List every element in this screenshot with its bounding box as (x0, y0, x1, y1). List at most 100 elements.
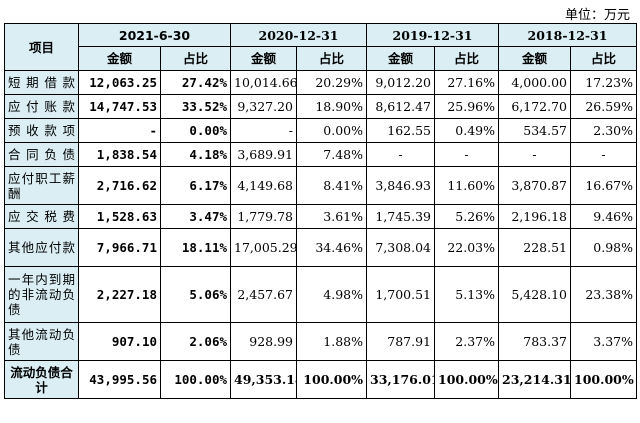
total-ratio-cell: 100.00% (570, 360, 638, 399)
amount-cell: 2,716.62 (78, 166, 161, 205)
table-row: 一年内到期的非流动负债 2,227.18 5.06% 2,457.67 4.98… (4, 266, 638, 323)
ratio-cell: - (570, 142, 638, 167)
ratio-cell: 17.23% (570, 70, 638, 95)
ratio-cell: 34.46% (296, 228, 368, 267)
amount-cell: 3,689.91 (230, 142, 298, 167)
header-amount: 金额 (366, 46, 436, 71)
row-label: 应付账款 (4, 94, 79, 119)
amount-cell: 928.99 (230, 322, 298, 361)
amount-cell: 2,227.18 (78, 266, 161, 323)
ratio-cell: 7.48% (296, 142, 368, 167)
total-label: 流动负债合计 (4, 360, 79, 399)
amount-cell: 3,870.87 (498, 166, 572, 205)
amount-cell: 787.91 (366, 322, 436, 361)
header-period: 2019-12-31 (366, 23, 500, 47)
amount-cell: 10,014.66 (230, 70, 298, 95)
header-ratio: 占比 (296, 46, 368, 71)
amount-cell: 4,000.00 (498, 70, 572, 95)
header-ratio: 占比 (159, 46, 232, 71)
amount-cell: 1,838.54 (78, 142, 161, 167)
ratio-cell: 3.47% (159, 204, 232, 229)
header-period: 2021-6-30 (77, 23, 232, 47)
amount-cell: 534.57 (498, 118, 572, 143)
total-amount-cell: 33,176.01 (366, 360, 436, 399)
amount-cell: 2,457.67 (230, 266, 298, 323)
header-period: 2018-12-31 (498, 23, 638, 47)
table-row: 短期借款 12,063.25 27.42% 10,014.66 20.29% 9… (4, 70, 638, 95)
amount-cell: 8,612.47 (366, 94, 436, 119)
table-row: 应付账款 14,747.53 33.52% 9,327.20 18.90% 8,… (4, 94, 638, 119)
amount-cell: 228.51 (498, 228, 572, 267)
total-row: 流动负债合计 43,995.56 100.00% 49,353.18 100.0… (4, 360, 638, 399)
table-row: 其他应付款 7,966.71 18.11% 17,005.29 34.46% 7… (4, 228, 638, 267)
ratio-cell: 6.17% (159, 166, 232, 205)
header-period: 2020-12-31 (230, 23, 368, 47)
ratio-cell: 1.88% (296, 322, 368, 361)
ratio-cell: 27.16% (434, 70, 500, 95)
table-row: 应交税费 1,528.63 3.47% 1,779.78 3.61% 1,745… (4, 204, 638, 229)
table-row: 合同负债 1,838.54 4.18% 3,689.91 7.48% - - -… (4, 142, 638, 167)
ratio-cell: 3.61% (296, 204, 368, 229)
ratio-cell: 9.46% (570, 204, 638, 229)
ratio-cell: 3.37% (570, 322, 638, 361)
header-ratio: 占比 (434, 46, 500, 71)
ratio-cell: 27.42% (159, 70, 232, 95)
ratio-cell: 2.30% (570, 118, 638, 143)
amount-cell: 6,172.70 (498, 94, 572, 119)
amount-cell: 5,428.10 (498, 266, 572, 323)
ratio-cell: 4.18% (159, 142, 232, 167)
row-label: 应交税费 (4, 204, 79, 229)
amount-cell: 1,528.63 (78, 204, 161, 229)
ratio-cell: 0.00% (296, 118, 368, 143)
unit-note: 单位：万元 (564, 8, 630, 23)
row-label: 其他应付款 (4, 228, 79, 267)
ratio-cell: 8.41% (296, 166, 368, 205)
amount-cell: - (230, 118, 298, 143)
ratio-cell: 2.37% (434, 322, 500, 361)
row-label: 合同负债 (4, 142, 79, 167)
table-row: 其他流动负债 907.10 2.06% 928.99 1.88% 787.91 … (4, 322, 638, 361)
amount-cell: 783.37 (498, 322, 572, 361)
table-row: 应付职工薪酬 2,716.62 6.17% 4,149.68 8.41% 3,8… (4, 166, 638, 205)
amount-cell: 12,063.25 (78, 70, 161, 95)
ratio-cell: 16.67% (570, 166, 638, 205)
amount-cell: 7,966.71 (78, 228, 161, 267)
header-row-subcols: 金额 占比 金额 占比 金额 占比 金额 占比 (5, 46, 638, 71)
amount-cell: 162.55 (366, 118, 436, 143)
ratio-cell: 2.06% (159, 322, 232, 361)
row-label: 短期借款 (4, 70, 79, 95)
ratio-cell: - (434, 142, 500, 167)
amount-cell: 1,779.78 (230, 204, 298, 229)
row-label: 其他流动负债 (4, 322, 79, 361)
ratio-cell: 33.52% (159, 94, 232, 119)
total-ratio-cell: 100.00% (296, 360, 368, 399)
ratio-cell: 26.59% (570, 94, 638, 119)
ratio-cell: 5.06% (159, 266, 232, 323)
amount-cell: - (498, 142, 572, 167)
total-amount-cell: 43,995.56 (78, 360, 161, 399)
total-ratio-cell: 100.00% (159, 360, 232, 399)
ratio-cell: 25.96% (434, 94, 500, 119)
total-amount-cell: 23,214.31 (498, 360, 572, 399)
amount-cell: 907.10 (78, 322, 161, 361)
ratio-cell: 0.49% (434, 118, 500, 143)
total-ratio-cell: 100.00% (434, 360, 500, 399)
amount-cell: 17,005.29 (230, 228, 298, 267)
ratio-cell: 18.90% (296, 94, 368, 119)
header-amount: 金额 (498, 46, 572, 71)
header-amount: 金额 (230, 46, 298, 71)
header-ratio: 占比 (570, 46, 638, 71)
amount-cell: 9,012.20 (366, 70, 436, 95)
ratio-cell: 5.13% (434, 266, 500, 323)
total-amount-cell: 49,353.18 (230, 360, 298, 399)
amount-cell: - (366, 142, 436, 167)
amount-cell: 14,747.53 (78, 94, 161, 119)
ratio-cell: 22.03% (434, 228, 500, 267)
ratio-cell: 18.11% (159, 228, 232, 267)
amount-cell: 2,196.18 (498, 204, 572, 229)
header-item: 项目 (4, 23, 79, 71)
amount-cell: 1,700.51 (366, 266, 436, 323)
current-liabilities-table: 项目 2021-6-30 2020-12-31 2019-12-31 2018-… (4, 23, 638, 399)
ratio-cell: 5.26% (434, 204, 500, 229)
table-row: 预收款项 - 0.00% - 0.00% 162.55 0.49% 534.57… (4, 118, 638, 143)
